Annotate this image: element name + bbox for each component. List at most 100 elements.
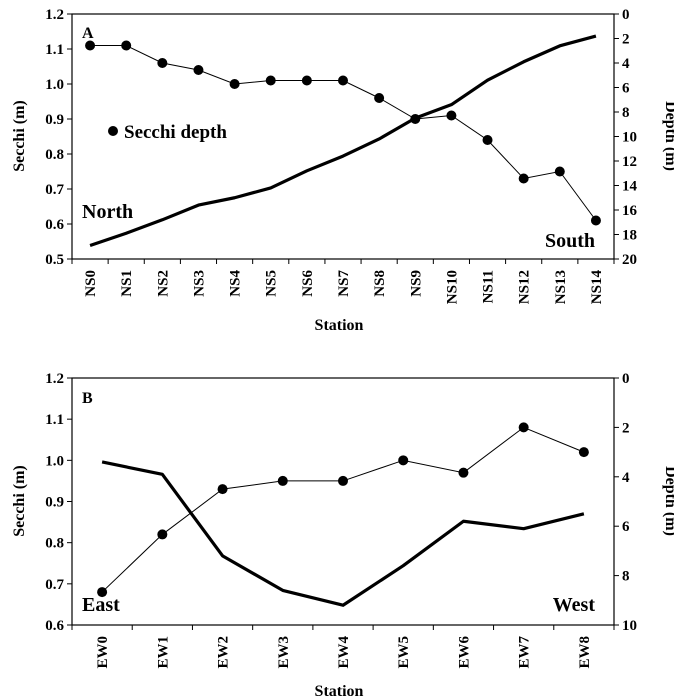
panel-b-secchi-line <box>101 426 585 593</box>
panel-a-x-category-label: NS3 <box>191 270 207 297</box>
panel-b-secchi-point <box>157 529 168 540</box>
panel-a-x-category-label: NS10 <box>444 270 460 304</box>
panel-b-y2-tick-label: 8 <box>622 569 630 585</box>
panel-a-x-category-label: NS6 <box>300 270 316 297</box>
panel-b-secchi-point <box>97 587 108 598</box>
panel-b-x-category-label: EW0 <box>95 636 111 669</box>
panel-a-x-category-label: NS11 <box>481 270 497 303</box>
panel-b-y-tick-label: 0.9 <box>45 495 64 511</box>
panel-a-y2-tick-label: 16 <box>622 203 638 219</box>
panel-a-secchi-point <box>121 40 132 51</box>
panel-b-secchi-point <box>277 475 288 486</box>
panel-a-y-tick-label: 1.1 <box>45 42 64 58</box>
panel-b-y2-tick-label: 0 <box>622 371 630 387</box>
panel-b-x-category-label: EW7 <box>517 636 533 669</box>
panel-a-legend-marker <box>108 126 118 136</box>
panel-b-x-category-label: EW2 <box>216 636 232 669</box>
panel-b-y-tick-label: 1.1 <box>45 412 64 428</box>
panel-b-y-tick-label: 1.0 <box>45 453 64 469</box>
panel-b-x-axis-title: Station <box>315 683 364 700</box>
panel-a-depth-line <box>89 34 597 248</box>
panel-a-secchi-point <box>229 79 240 89</box>
panel-a-y2-axis-title: Depth (m) <box>662 101 674 171</box>
panel-a-secchi-point <box>157 58 168 68</box>
panel-b-depth-line <box>101 460 585 607</box>
panel-a-y2-tick-label: 4 <box>622 56 630 72</box>
panel-a-x-category-label: NS1 <box>119 270 135 297</box>
panel-b-secchi-point <box>338 475 348 486</box>
panel-b-plot-frame <box>71 377 615 626</box>
panel-a-x-axis-title: Station <box>315 317 364 334</box>
panel-b-secchi-point <box>458 467 469 478</box>
panel-a-x-category-label: NS4 <box>228 270 244 297</box>
panel-b-annotation-west: West <box>553 594 596 616</box>
panel-a-secchi-point <box>590 215 601 226</box>
panel-a-y2-tick-label: 20 <box>622 252 637 268</box>
panel-b-y-tick-label: 0.6 <box>45 618 64 634</box>
panel-a: A North South Secchi depth Secchi (m) De… <box>11 7 674 334</box>
panel-b-x-category-label: EW6 <box>456 636 472 669</box>
panel-a-legend-label: Secchi depth <box>124 122 227 143</box>
panel-b-y-tick-label: 0.8 <box>45 536 64 552</box>
panel-a-secchi-point <box>193 65 204 75</box>
panel-a-x-category-label: NS9 <box>408 270 424 297</box>
panel-a-secchi-point <box>265 75 276 86</box>
panel-a-y2-tick-label: 8 <box>622 105 630 121</box>
panel-a-secchi-point <box>482 135 493 145</box>
panel-b: B East West Secchi (m) Depth (m) Station… <box>11 371 674 700</box>
panel-b-label: B <box>82 390 93 407</box>
panel-b-x-category-label: EW3 <box>276 636 292 669</box>
panel-a-x-category-label: NS8 <box>372 270 388 297</box>
panel-a-y-tick-label: 0.5 <box>45 252 64 268</box>
panel-a-y2-tick-label: 6 <box>622 81 630 97</box>
panel-a-y-tick-label: 0.7 <box>45 182 64 198</box>
panel-b-y2-tick-label: 4 <box>622 470 630 486</box>
panel-b-y-axis-title: Secchi (m) <box>11 465 28 537</box>
panel-a-secchi-point <box>85 40 96 51</box>
panel-a-annotation-south: South <box>545 230 595 252</box>
panel-b-secchi-point <box>398 455 409 466</box>
panel-b-x-category-label: EW5 <box>396 636 412 669</box>
panel-a-y-tick-label: 0.8 <box>45 147 64 163</box>
panel-a-annotation-north: North <box>82 201 133 223</box>
panel-a-secchi-point <box>446 110 457 121</box>
panel-a-y2-tick-label: 2 <box>622 32 630 48</box>
panel-a-y2-tick-label: 10 <box>622 130 637 146</box>
panel-b-annotation-east: East <box>82 594 120 616</box>
panel-a-secchi-point <box>410 114 421 124</box>
panel-a-x-category-label: NS7 <box>336 270 352 297</box>
panel-b-y2-tick-label: 6 <box>622 519 630 535</box>
panel-a-y-tick-label: 0.6 <box>45 217 64 233</box>
panel-a-secchi-point <box>301 75 312 86</box>
panel-a-x-category-label: NS5 <box>264 270 280 297</box>
panel-b-secchi-point <box>518 422 529 433</box>
panel-b-x-category-label: EW4 <box>336 636 352 669</box>
panel-a-secchi-point <box>338 75 348 86</box>
panel-a-y-axis-title: Secchi (m) <box>11 100 28 172</box>
panel-a-y2-tick-label: 18 <box>622 228 637 244</box>
panel-a-y2-tick-label: 12 <box>622 154 637 170</box>
panel-a-label: A <box>82 25 94 42</box>
panel-a-y-tick-label: 0.9 <box>45 112 64 128</box>
panel-b-secchi-point <box>217 484 228 495</box>
panel-a-x-category-label: NS14 <box>589 270 605 305</box>
panel-b-y2-tick-label: 2 <box>622 420 630 436</box>
panel-a-x-category-label: NS13 <box>553 270 569 304</box>
panel-a-x-category-label: NS2 <box>155 270 171 297</box>
panel-a-secchi-point <box>554 166 565 177</box>
panel-a-x-category-label: NS12 <box>517 270 533 304</box>
panel-b-y2-tick-label: 10 <box>622 618 637 634</box>
panel-a-x-category-label: NS0 <box>83 270 99 297</box>
panel-b-y-tick-label: 0.7 <box>45 577 64 593</box>
panel-a-y-tick-label: 1.2 <box>45 7 64 23</box>
panel-a-y-tick-label: 1.0 <box>45 77 64 93</box>
panel-b-x-category-label: EW1 <box>155 636 171 669</box>
panel-b-y2-axis-title: Depth (m) <box>662 466 674 536</box>
panel-a-secchi-point <box>374 93 385 103</box>
panel-b-y-tick-label: 1.2 <box>45 371 64 387</box>
panel-b-x-category-label: EW8 <box>577 636 593 669</box>
panel-a-y2-tick-label: 14 <box>622 179 638 195</box>
panel-a-y2-tick-label: 0 <box>622 7 630 23</box>
panel-a-secchi-point <box>518 173 529 184</box>
